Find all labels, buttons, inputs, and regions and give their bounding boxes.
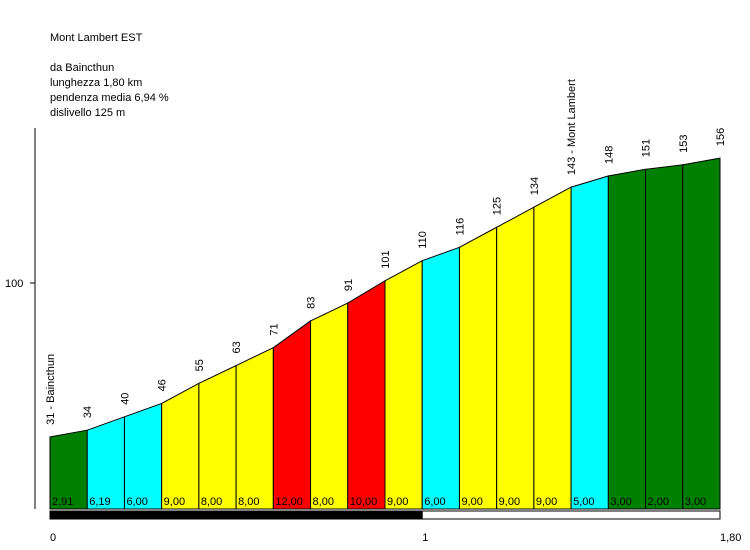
profile-segment: [384, 259, 423, 510]
elevation-label: 63: [231, 341, 243, 353]
profile-segment: [607, 168, 647, 510]
climb-info: da Baincthun lunghezza 1,80 km pendenza …: [50, 61, 169, 121]
profile-segment: [533, 186, 572, 510]
km-bar-segment: [421, 510, 721, 520]
grade-label: 12,00: [275, 496, 303, 508]
elevation-label: 31 - Baincthun: [45, 354, 57, 425]
elevation-label: 34: [82, 406, 94, 418]
elevation-label: 40: [119, 393, 131, 405]
grade-label: 3,00: [685, 496, 706, 508]
profile-segment: [310, 302, 349, 510]
grade-label: 6,00: [424, 496, 445, 508]
profile-segment: [347, 279, 386, 510]
grade-label: 6,19: [89, 496, 110, 508]
grade-label: 8,00: [201, 496, 222, 508]
elevation-label: 134: [529, 177, 541, 195]
grade-label: 2,91: [52, 496, 73, 508]
km-bar-segment: [49, 510, 423, 520]
grade-label: 2,00: [648, 496, 669, 508]
grade-label: 6,00: [126, 496, 147, 508]
elevation-label: 156: [715, 128, 727, 146]
elevation-label: 125: [492, 197, 504, 215]
info-length: lunghezza 1,80 km: [50, 77, 143, 89]
profile-segment: [235, 346, 274, 510]
axes: 100 0 1 1,80: [5, 128, 741, 544]
elevation-label: 153: [678, 134, 690, 152]
info-avg-grade: pendenza media 6,94 %: [50, 92, 169, 104]
y-tick-label: 100: [5, 278, 23, 290]
profile-segment: [161, 382, 200, 510]
elevation-label: 55: [194, 359, 206, 371]
elevation-label: 46: [157, 379, 169, 391]
grade-label: 9,00: [387, 496, 408, 508]
profile-segment: [496, 206, 535, 510]
x-tick-label: 1: [422, 532, 428, 544]
grade-label: 10,00: [350, 496, 378, 508]
grade-labels: 2,91 6,19 6,00 9,00 8,00 8,00 12,00 8,00 10,00 9,…: [52, 496, 706, 508]
info-elevation-gain: dislivello 125 m: [50, 107, 126, 119]
profile-segment: [272, 319, 312, 510]
elevation-label: 71: [268, 323, 280, 335]
elevation-label: 143 - Mont Lambert: [566, 79, 578, 175]
elevation-label: 101: [380, 250, 392, 268]
info-start: da Baincthun: [50, 62, 115, 74]
elevation-label: 91: [343, 279, 355, 291]
profile-segment: [682, 157, 721, 510]
grade-label: 8,00: [238, 496, 259, 508]
elevation-label: 116: [454, 218, 466, 236]
profile-segment: [123, 402, 163, 510]
x-tick-label: 0: [50, 532, 56, 544]
elevation-label: 83: [306, 297, 318, 309]
elevation-label: 151: [641, 139, 653, 157]
profile-segment: [458, 226, 498, 510]
km-bar: [49, 510, 721, 520]
profile-segment: [645, 164, 684, 510]
grade-label: 9,00: [499, 496, 520, 508]
profile-segments: [49, 157, 721, 510]
grade-label: 9,00: [536, 496, 557, 508]
profile-segment: [421, 246, 460, 510]
grade-label: 9,00: [164, 496, 185, 508]
elevation-label: 110: [417, 231, 429, 249]
grade-label: 3,00: [610, 496, 631, 508]
elevation-label: 148: [603, 146, 615, 164]
profile-segment: [198, 364, 237, 510]
elevation-labels: 31 - Baincthun 34 40 46 55 63 71 83 91 101 110 116 1…: [45, 79, 727, 425]
chart-title: Mont Lambert EST: [50, 32, 143, 44]
x-tick-label: 1,80: [720, 532, 741, 544]
grade-label: 9,00: [461, 496, 482, 508]
profile-segment: [570, 175, 609, 510]
grade-label: 5,00: [573, 496, 594, 508]
grade-label: 8,00: [313, 496, 334, 508]
